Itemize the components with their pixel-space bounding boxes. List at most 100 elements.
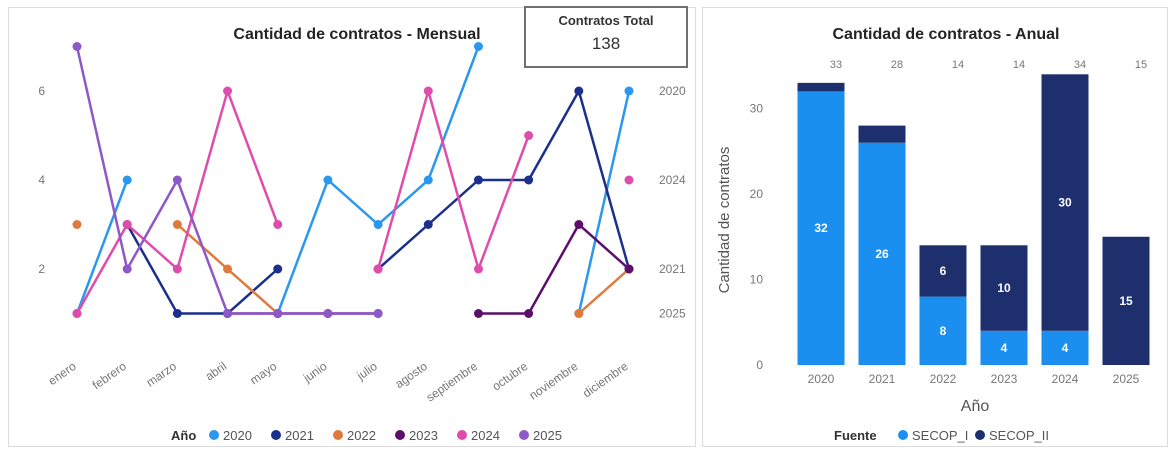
series-line-2021 xyxy=(377,87,631,270)
x-tick-label: mayo xyxy=(247,359,279,387)
series-line-2023 xyxy=(478,222,630,315)
bar-data-label: 26 xyxy=(875,247,889,261)
data-point-2023 xyxy=(624,264,634,274)
data-point-2022 xyxy=(574,309,584,318)
series-end-label: 2020 xyxy=(659,84,686,98)
y-tick-label: 10 xyxy=(750,273,764,287)
data-point-2024 xyxy=(72,309,82,318)
x-tick-label: 2021 xyxy=(869,372,896,386)
data-point-2023 xyxy=(473,309,483,318)
bar-segment-SECOP_I xyxy=(858,142,906,365)
x-tick-label: febrero xyxy=(90,359,129,392)
bar-total-label: 33 xyxy=(830,59,842,71)
bar-data-label: 10 xyxy=(997,281,1011,295)
legend-label: SECOP_I xyxy=(912,428,968,443)
data-point-2024 xyxy=(524,131,534,140)
bar-total-label: 15 xyxy=(1135,59,1147,71)
x-tick-label: 2023 xyxy=(991,372,1018,386)
bar-total-label: 14 xyxy=(1013,59,1025,71)
bar-segment-SECOP_I xyxy=(919,296,967,365)
series-line-2021 xyxy=(126,223,279,315)
data-point-2020 xyxy=(373,220,383,229)
data-point-2025 xyxy=(323,309,333,318)
x-tick-label: noviembre xyxy=(527,359,581,403)
legend-label: 2021 xyxy=(285,428,314,443)
series-line-2024 xyxy=(376,86,530,274)
data-point-2024 xyxy=(373,264,383,274)
data-point-2024 xyxy=(273,220,283,229)
bar-segment-SECOP_II xyxy=(1102,236,1150,365)
data-point-2022 xyxy=(172,220,182,229)
data-point-2020 xyxy=(323,175,333,185)
card-value: 138 xyxy=(591,34,621,53)
data-point-2024 xyxy=(624,175,634,185)
legend-label: 2020 xyxy=(223,428,252,443)
bar-segment-SECOP_II xyxy=(858,125,906,143)
data-point-2024 xyxy=(172,264,182,274)
y-tick-label: 30 xyxy=(750,102,764,116)
bar-data-label: 8 xyxy=(940,324,947,338)
monthly-chart-title: Cantidad de contratos - Mensual xyxy=(233,26,480,43)
bar-segment-SECOP_II xyxy=(1041,74,1089,331)
data-point-2025 xyxy=(122,264,132,274)
x-tick-label: agosto xyxy=(392,359,430,391)
data-point-2021 xyxy=(574,86,584,96)
series-line-2020 xyxy=(75,179,129,314)
data-point-2021 xyxy=(473,175,483,185)
x-tick-label: septiembre xyxy=(424,359,481,405)
legend-marker-2022 xyxy=(333,430,343,440)
x-tick-label: 2022 xyxy=(930,372,957,386)
bar-data-label: 32 xyxy=(814,221,828,235)
annual-bar-chart: Cantidad de contratos - Anual 0 10 20 30 Cant… xyxy=(716,26,1150,443)
data-point-2025 xyxy=(172,175,182,185)
y-axis-label: Cantidad de contratos xyxy=(716,147,733,294)
data-point-2021 xyxy=(172,309,182,318)
x-tick-label: marzo xyxy=(144,359,180,390)
bar-segment-SECOP_II xyxy=(919,245,967,297)
data-point-2023 xyxy=(574,220,584,229)
data-point-2024 xyxy=(122,220,132,229)
y-tick-label: 20 xyxy=(750,187,764,201)
legend-label: 2024 xyxy=(471,428,500,443)
monthly-line-chart: Cantidad de contratos - Mensual 2 4 6 enero f… xyxy=(38,26,686,443)
data-point-2021 xyxy=(524,175,534,185)
bar-data-label: 6 xyxy=(940,264,947,278)
bar-data-label: 4 xyxy=(1001,341,1008,355)
legend-marker-2021 xyxy=(271,430,281,440)
series-end-label: 2021 xyxy=(659,262,686,276)
x-tick-label: junio xyxy=(300,359,330,386)
legend-marker-2024 xyxy=(457,430,467,440)
series-line-2024 xyxy=(75,86,279,315)
legend-title: Año xyxy=(171,428,196,443)
data-point-2020 xyxy=(423,175,433,185)
bar-segment-SECOP_I xyxy=(1041,330,1089,365)
x-axis-label: Año xyxy=(961,398,990,415)
legend-label: 2022 xyxy=(347,428,376,443)
annual-chart-panel: Cantidad de contratos - Anual 0 10 20 30 Cant… xyxy=(702,7,1168,447)
bar-total-label: 34 xyxy=(1074,59,1086,71)
legend-marker-2020 xyxy=(209,430,219,440)
legend-marker-SECOP_II xyxy=(975,430,985,440)
legend-marker-2023 xyxy=(395,430,405,440)
bar-total-label: 28 xyxy=(891,59,903,71)
data-point-2025 xyxy=(373,309,383,318)
x-tick-label: octubre xyxy=(490,359,531,394)
y-tick-label: 0 xyxy=(756,358,763,372)
total-contracts-card: Contratos Total 138 xyxy=(524,6,688,68)
bar-data-label: 15 xyxy=(1119,294,1133,308)
legend-label: 2025 xyxy=(533,428,562,443)
bar-segment-SECOP_I xyxy=(797,91,845,366)
bar-total-label: 14 xyxy=(952,59,964,71)
x-tick-label: 2024 xyxy=(1052,372,1079,386)
monthly-chart-panel: Cantidad de contratos - Mensual 2 4 6 enero f… xyxy=(8,7,696,447)
legend-marker-2025 xyxy=(519,430,529,440)
series-line-2020 xyxy=(577,90,631,314)
bar-data-label: 30 xyxy=(1058,196,1072,210)
bar-segment-SECOP_II xyxy=(797,82,845,92)
series-end-label: 2024 xyxy=(659,173,686,187)
data-point-2022 xyxy=(223,264,233,274)
data-point-2025 xyxy=(273,309,283,318)
series-end-label: 2025 xyxy=(659,307,686,321)
data-point-2020 xyxy=(473,42,483,51)
x-tick-label: enero xyxy=(46,359,79,388)
